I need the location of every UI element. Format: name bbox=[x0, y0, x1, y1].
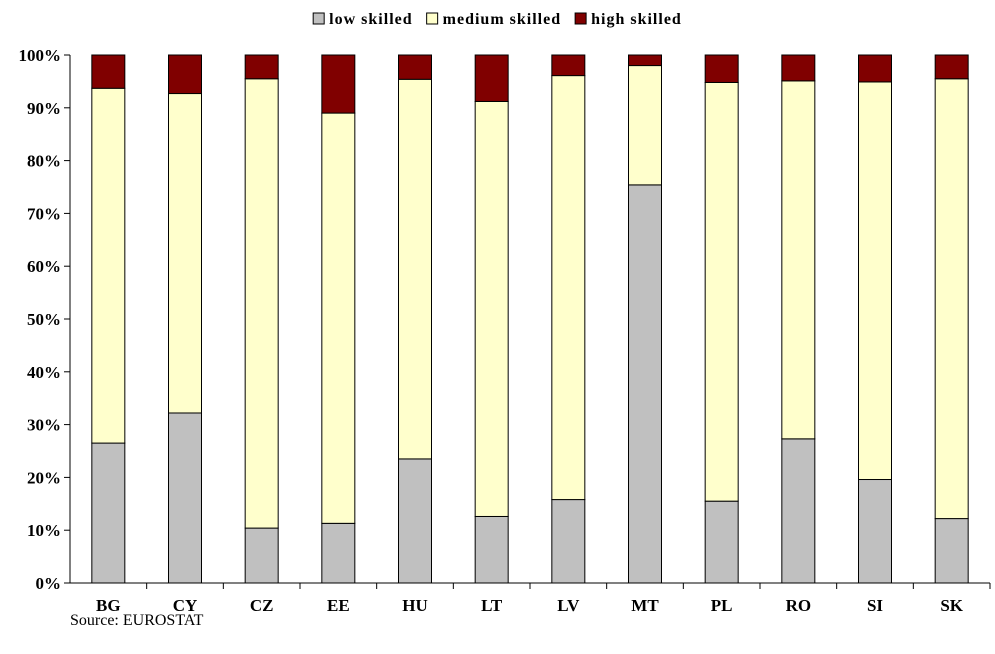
bar-segment-hu-high-skilled bbox=[398, 54, 432, 80]
y-tick-label: 40% bbox=[27, 363, 61, 382]
bar-segment-hu-medium-skilled bbox=[398, 78, 432, 460]
bar-segment-mt-medium-skilled bbox=[628, 65, 662, 186]
bar-segment-pl-high-skilled bbox=[704, 54, 739, 83]
x-tick-label: HU bbox=[402, 596, 428, 615]
y-tick-label: 20% bbox=[27, 468, 61, 487]
legend-label: high skilled bbox=[591, 11, 682, 28]
x-tick-label: BG bbox=[96, 596, 121, 615]
bar-segment-si-medium-skilled bbox=[858, 81, 892, 481]
bar-segment-cz-high-skilled bbox=[244, 54, 279, 80]
bar-segment-sk-low-skilled bbox=[934, 518, 969, 584]
x-tick-label: LV bbox=[557, 596, 580, 615]
bar-segment-lv-high-skilled bbox=[551, 54, 586, 77]
bar-segment-sk-high-skilled bbox=[934, 54, 969, 80]
bar-segment-hu-low-skilled bbox=[398, 458, 432, 584]
y-tick-label: 90% bbox=[27, 99, 61, 118]
bar-segment-mt-high-skilled bbox=[628, 54, 662, 67]
bar-segment-lv-low-skilled bbox=[551, 499, 586, 584]
bar-segment-pl-medium-skilled bbox=[704, 81, 739, 502]
bar-segment-bg-medium-skilled bbox=[91, 87, 126, 444]
y-tick-label: 100% bbox=[19, 46, 62, 65]
bar-segment-ee-high-skilled bbox=[321, 54, 356, 114]
bar-segment-lt-medium-skilled bbox=[474, 100, 509, 517]
bar-segment-lt-high-skilled bbox=[474, 54, 509, 102]
bar-series-group bbox=[91, 54, 969, 584]
legend-swatch bbox=[312, 12, 325, 25]
bar-segment-cz-medium-skilled bbox=[244, 78, 279, 529]
x-tick-label: RO bbox=[786, 596, 812, 615]
x-tick-label: CY bbox=[173, 596, 198, 615]
x-tick-label: SI bbox=[867, 596, 883, 615]
x-tick-label: EE bbox=[327, 596, 350, 615]
bar-segment-ee-medium-skilled bbox=[321, 112, 356, 524]
legend-swatch bbox=[426, 12, 439, 25]
bar-segment-cy-low-skilled bbox=[168, 412, 202, 584]
x-tick-label: SK bbox=[940, 596, 963, 615]
bar-segment-ro-high-skilled bbox=[781, 54, 816, 82]
y-tick-label: 70% bbox=[27, 204, 61, 223]
x-tick-label: PL bbox=[711, 596, 733, 615]
x-tick-label: MT bbox=[631, 596, 659, 615]
bar-segment-bg-high-skilled bbox=[91, 54, 126, 89]
chart-legend: low skilled medium skilled high skilled bbox=[312, 11, 682, 28]
x-tick-label: CZ bbox=[250, 596, 274, 615]
y-tick-label: 50% bbox=[27, 310, 61, 329]
bar-segment-mt-low-skilled bbox=[628, 184, 662, 584]
bar-segment-si-high-skilled bbox=[858, 54, 892, 83]
y-tick-label: 80% bbox=[27, 152, 61, 171]
bar-segment-ee-low-skilled bbox=[321, 522, 356, 584]
y-tick-label: 60% bbox=[27, 257, 61, 276]
y-tick-label: 0% bbox=[36, 574, 62, 593]
x-tick-label: LT bbox=[481, 596, 503, 615]
bar-segment-ro-low-skilled bbox=[781, 438, 816, 584]
source-note: Source: EUROSTAT bbox=[70, 612, 204, 629]
bar-segment-lt-low-skilled bbox=[474, 515, 509, 584]
y-tick-label: 10% bbox=[27, 521, 61, 540]
legend-label: low skilled bbox=[329, 11, 412, 28]
bar-segment-lv-medium-skilled bbox=[551, 75, 586, 501]
bar-segment-si-low-skilled bbox=[858, 479, 892, 584]
bar-segment-cy-medium-skilled bbox=[168, 93, 202, 414]
y-tick-label: 30% bbox=[27, 416, 61, 435]
bar-segment-bg-low-skilled bbox=[91, 442, 126, 584]
chart-axes: BG CY CZ EE HU LT LV MT PL RO SI SK 0% 10% 20% 30% 40% 50… bbox=[19, 46, 991, 615]
bar-segment-cy-high-skilled bbox=[168, 54, 202, 95]
bar-segment-cz-low-skilled bbox=[244, 527, 279, 584]
bar-segment-pl-low-skilled bbox=[704, 500, 739, 584]
legend-swatch bbox=[574, 12, 587, 25]
bar-segment-sk-medium-skilled bbox=[934, 78, 969, 520]
bar-segment-ro-medium-skilled bbox=[781, 80, 816, 440]
legend-label: medium skilled bbox=[443, 11, 561, 28]
